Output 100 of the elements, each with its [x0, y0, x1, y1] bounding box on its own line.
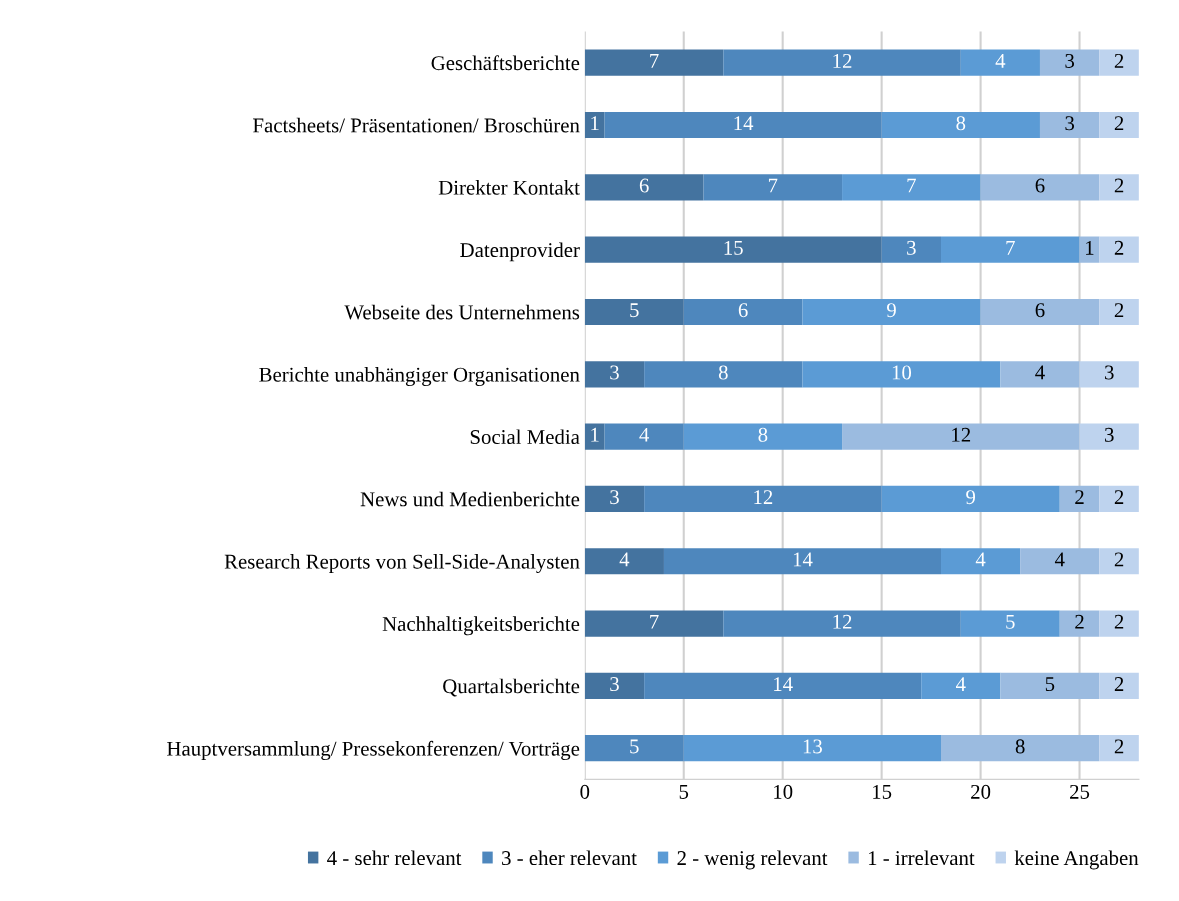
- bar: [644, 485, 882, 513]
- bar: [1099, 298, 1139, 326]
- data-label: 2: [1114, 614, 1124, 629]
- legend-label: keine Angaben: [1014, 850, 1139, 870]
- bar: [842, 174, 981, 201]
- data-label: 4: [975, 552, 986, 567]
- bar: [584, 236, 882, 263]
- y-tick-label: Quartalsberichte: [443, 678, 580, 697]
- y-tick-label: News und Medienberichte: [360, 491, 580, 507]
- bar: [663, 548, 942, 575]
- bar: [941, 735, 1100, 762]
- data-label: 7: [1006, 241, 1015, 255]
- data-label: 8: [1015, 739, 1025, 754]
- bar: [584, 423, 605, 450]
- bar: [703, 174, 843, 201]
- y-tick-label: Hauptversammlung/ Pressekonferenzen/ Vorträge: [167, 740, 580, 761]
- data-label: 5: [630, 739, 639, 754]
- bar: [1099, 735, 1139, 762]
- data-label: 7: [768, 178, 778, 193]
- data-label: 10: [892, 365, 912, 380]
- bar: [584, 174, 704, 201]
- data-label: 2: [1114, 240, 1124, 255]
- data-label: 2: [1114, 116, 1124, 131]
- legend-label: 3 - eher relevant: [502, 850, 637, 866]
- data-label: 12: [952, 427, 971, 442]
- bar: [584, 735, 684, 762]
- data-label: 12: [833, 614, 852, 629]
- data-label: 8: [956, 116, 966, 131]
- data-label: 1: [1086, 240, 1094, 255]
- data-label: 3: [610, 490, 619, 505]
- bar: [1099, 49, 1139, 76]
- data-label: 4: [995, 53, 1006, 68]
- data-label: 3: [1105, 365, 1114, 380]
- y-tick-label: Factsheets/ Präsentationen/ Broschüren: [253, 117, 580, 133]
- y-tick-label: Direkter Kontakt: [438, 180, 580, 195]
- bar: [1099, 672, 1139, 699]
- x-tick-label: 10: [774, 784, 793, 799]
- data-label: 4: [619, 552, 630, 567]
- bar: [644, 361, 803, 388]
- data-label: 14: [774, 677, 793, 691]
- data-label: 3: [610, 365, 619, 380]
- y-tick-label: Berichte unabhängiger Organisationen: [259, 367, 580, 387]
- bar: [1000, 361, 1080, 388]
- data-label: 5: [1045, 677, 1055, 692]
- bar: [1099, 174, 1139, 201]
- bar: [584, 111, 605, 139]
- data-label: 2: [1075, 614, 1084, 629]
- data-label: 2: [1114, 739, 1124, 754]
- x-tick-label: 20: [971, 784, 991, 799]
- legend-label: 1 - irrelevant: [868, 850, 975, 866]
- bar: [723, 610, 961, 637]
- data-label: 6: [639, 178, 649, 193]
- bar: [1099, 485, 1139, 513]
- y-tick-label: Datenprovider: [460, 242, 580, 262]
- bar: [960, 610, 1060, 637]
- bar: [584, 361, 645, 388]
- y-tick-label: Nachhaltigkeitsberichte: [382, 616, 580, 636]
- data-label: 14: [734, 116, 754, 131]
- bar: [1039, 111, 1100, 139]
- data-label: 2: [1114, 53, 1124, 68]
- data-label: 4: [639, 427, 650, 442]
- bar: [584, 298, 684, 326]
- data-label: 9: [887, 303, 896, 318]
- y-tick-label: Geschäftsberichte: [431, 55, 580, 71]
- bar: [881, 485, 1060, 513]
- bar: [644, 672, 922, 699]
- bar: [723, 49, 961, 76]
- bar: [1079, 423, 1139, 450]
- bar: [1099, 610, 1139, 637]
- bar: [980, 298, 1100, 326]
- data-label: 2: [1075, 490, 1084, 504]
- data-label: 6: [738, 303, 748, 318]
- bar: [584, 49, 724, 76]
- data-label: 6: [1035, 178, 1045, 193]
- data-label: 2: [1114, 677, 1124, 691]
- data-label: 5: [1006, 614, 1015, 629]
- bar: [584, 672, 645, 699]
- data-label: 4: [1054, 552, 1065, 567]
- data-label: 2: [1114, 490, 1124, 504]
- bar: [604, 111, 882, 139]
- data-label: 6: [1035, 303, 1045, 318]
- y-tick-label: Webseite des Unternehmens: [344, 304, 580, 320]
- data-label: 7: [650, 614, 659, 629]
- bar: [842, 423, 1080, 450]
- bar: [802, 361, 1001, 388]
- bar: [683, 423, 843, 450]
- data-label: 15: [724, 240, 743, 255]
- legend-label: 2 - wenig relevant: [677, 850, 828, 870]
- data-label: 13: [803, 739, 822, 754]
- bar: [921, 672, 1001, 699]
- y-tick-label: Social Media: [470, 429, 580, 445]
- y-tick-label: Research Reports von Sell-Side-Analysten: [224, 554, 580, 573]
- data-label: 3: [907, 240, 916, 255]
- x-tick-label: 25: [1070, 784, 1090, 799]
- bar: [584, 485, 645, 513]
- bar: [1000, 672, 1100, 699]
- bar: [881, 111, 1040, 139]
- x-tick-label: 0: [580, 784, 590, 799]
- bar: [683, 298, 803, 326]
- data-label: 12: [833, 53, 852, 68]
